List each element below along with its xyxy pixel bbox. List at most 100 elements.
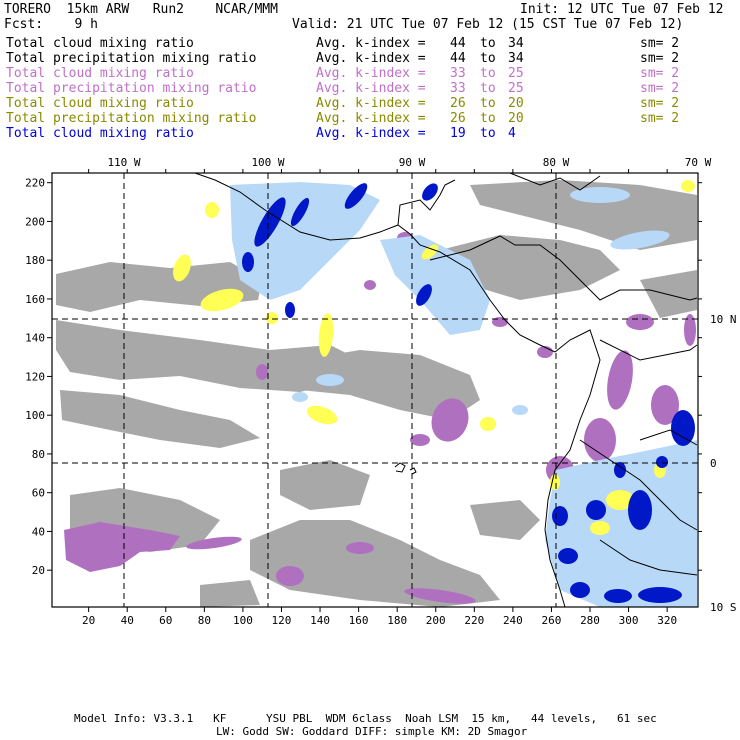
cloud-light-blue — [610, 230, 670, 250]
y-tick-label: 140 — [25, 332, 45, 345]
cloud-light-blue — [292, 392, 308, 402]
legend-k-label: Avg. k-index = — [316, 111, 426, 126]
coastline — [509, 173, 601, 191]
longitude-label: 100 W — [251, 156, 284, 169]
legend-k-to: 34 — [508, 51, 524, 66]
precip-purple — [584, 418, 616, 462]
x-tick-label: 40 — [121, 614, 134, 627]
legend-to: to — [480, 51, 496, 66]
cloud-light-blue — [570, 187, 630, 203]
cloud-blue — [558, 548, 578, 564]
cloud-blue — [285, 302, 295, 318]
legend-sm: sm= 2 — [640, 51, 680, 66]
y-tick-label: 120 — [25, 370, 45, 383]
precip-purple — [364, 280, 376, 290]
latitude-label: 0 — [710, 457, 717, 470]
legend-sm: sm= 2 — [640, 111, 680, 126]
y-tick-label: 40 — [32, 525, 45, 538]
cloud-gray — [300, 350, 480, 420]
precip-purple — [684, 314, 696, 346]
longitude-label: 80 W — [543, 156, 570, 169]
latitude-label: 10 S — [710, 601, 737, 614]
legend-k-from: 19 — [450, 126, 466, 141]
precip-purple — [404, 588, 476, 604]
cloud-gray — [280, 460, 370, 510]
cloud-yellow — [200, 288, 244, 312]
legend-k-to: 25 — [508, 81, 524, 96]
legend-field: Total cloud mixing ratio — [6, 36, 194, 51]
legend-to: to — [480, 36, 496, 51]
legend-to: to — [480, 66, 496, 81]
cloud-yellow — [205, 202, 219, 218]
legend-sm: sm= 2 — [640, 66, 680, 81]
cloud-blue — [614, 462, 626, 478]
y-tick-label: 180 — [25, 254, 45, 267]
legend-field: Total cloud mixing ratio — [6, 96, 194, 111]
cloud-blue — [254, 197, 286, 247]
legend-k-to: 4 — [508, 126, 516, 141]
legend-k-label: Avg. k-index = — [316, 36, 426, 51]
cloud-yellow — [306, 405, 338, 425]
x-tick-label: 200 — [426, 614, 446, 627]
init-time: Init: 12 UTC Tue 07 Feb 12 — [520, 2, 724, 17]
legend-field: Total cloud mixing ratio — [6, 126, 194, 141]
cloud-blue — [344, 183, 368, 209]
cloud-yellow — [681, 180, 695, 192]
cloud-light-blue — [316, 374, 344, 386]
x-tick-label: 60 — [159, 614, 172, 627]
coastline — [544, 329, 601, 607]
coastline — [599, 539, 698, 576]
x-tick-label: 80 — [198, 614, 211, 627]
legend-k-label: Avg. k-index = — [316, 126, 426, 141]
legend-sm: sm= 2 — [640, 96, 680, 111]
cloud-yellow — [590, 521, 610, 535]
precip-purple — [64, 522, 180, 572]
legend-k-from: 26 — [450, 96, 466, 111]
x-tick-label: 260 — [542, 614, 562, 627]
x-tick-label: 240 — [503, 614, 523, 627]
cloud-light-blue — [545, 440, 697, 607]
x-tick-label: 20 — [82, 614, 95, 627]
model-title: TORERO 15km ARW Run2 NCAR/MMM — [4, 2, 278, 17]
galapagos-islands — [409, 467, 417, 475]
y-tick-label: 60 — [32, 487, 45, 500]
x-tick-label: 300 — [619, 614, 639, 627]
y-tick-label: 80 — [32, 448, 45, 461]
legend-k-from: 26 — [450, 111, 466, 126]
lat-lon-grid — [52, 173, 698, 607]
legend-k-label: Avg. k-index = — [316, 96, 426, 111]
legend-to: to — [480, 111, 496, 126]
longitude-label: 110 W — [107, 156, 140, 169]
legend-field: Total cloud mixing ratio — [6, 66, 194, 81]
cloud-blue — [586, 500, 606, 520]
cloud-blue — [416, 284, 432, 306]
cloud-blue — [570, 582, 590, 598]
precip-purple — [626, 314, 654, 330]
x-tick-label: 160 — [349, 614, 369, 627]
cloud-yellow — [550, 474, 560, 490]
axis-ticks: 20 40 60 80 100 120 140 160 180 200 220 240 260 280 30… — [25, 156, 736, 627]
legend-sm: sm= 2 — [640, 81, 680, 96]
cloud-blue — [242, 252, 254, 272]
x-tick-label: 220 — [464, 614, 484, 627]
y-tick-label: 20 — [32, 564, 45, 577]
legend-k-to: 25 — [508, 66, 524, 81]
x-tick-label: 120 — [272, 614, 292, 627]
precip-purple — [256, 364, 268, 380]
legend-sm: sm= 2 — [640, 36, 680, 51]
field-layer — [56, 180, 697, 607]
coastline — [397, 179, 456, 226]
cloud-blue — [638, 587, 682, 603]
cloud-gray — [56, 320, 360, 392]
cloud-gray — [440, 235, 620, 300]
cloud-blue — [628, 490, 652, 530]
legend-to: to — [480, 81, 496, 96]
coastline — [599, 339, 698, 361]
cloud-yellow — [421, 244, 439, 260]
cloud-yellow — [173, 254, 191, 282]
cloud-yellow — [480, 417, 496, 431]
precip-purple — [346, 542, 374, 554]
x-tick-label: 100 — [233, 614, 253, 627]
legend-k-label: Avg. k-index = — [316, 51, 426, 66]
